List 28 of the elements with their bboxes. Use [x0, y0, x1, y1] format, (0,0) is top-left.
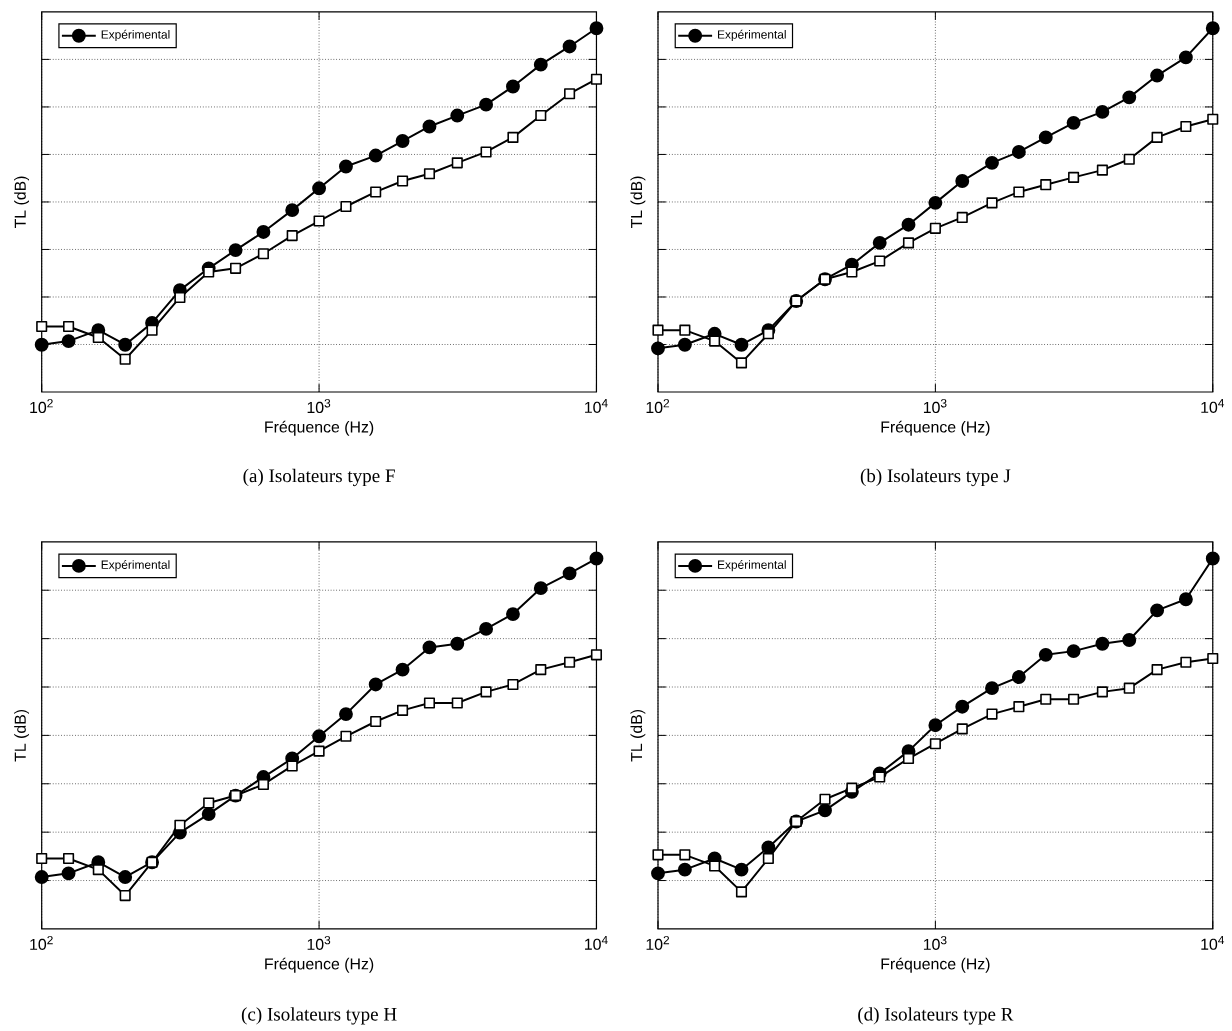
x-tick-label: 10$^{2}$ — [646, 398, 670, 414]
legend-label: Expérimental — [718, 29, 786, 41]
x-tick-label: 10$^{3}$ — [923, 398, 947, 414]
text: (a) Isolateurs type F — [243, 468, 395, 487]
y-axis-title: TL (dB) — [14, 176, 29, 228]
x-tick-label: 10$^{4}$ — [585, 935, 608, 950]
text: (b) Isolateurs type J — [860, 468, 1011, 487]
x-axis-title: Fréquence (Hz) — [265, 957, 374, 973]
x-tick-label: 10$^{3}$ — [307, 398, 331, 414]
x-tick-label: 10$^{4}$ — [585, 398, 608, 413]
x-tick-label: 10$^{3}$ — [307, 935, 331, 950]
x-tick-label: 10$^{4}$ — [1201, 398, 1225, 413]
legend-label: Expérimental — [101, 559, 170, 572]
text: (c) Isolateurs type H — [241, 1007, 397, 1025]
x-tick-label: 10$^{2}$ — [30, 935, 53, 950]
x-tick-label: 10$^{2}$ — [646, 935, 670, 950]
x-tick-label: 10$^{2}$ — [30, 398, 53, 414]
legend-label: Expérimental — [718, 559, 786, 572]
text: (d) Isolateurs type R — [858, 1007, 1014, 1025]
y-axis-title: TL (dB) — [630, 709, 646, 762]
x-axis-title: Fréquence (Hz) — [881, 957, 990, 973]
legend-label: Expérimental — [101, 29, 170, 41]
x-tick-label: 10$^{3}$ — [923, 935, 947, 950]
x-tick-label: 10$^{4}$ — [1201, 935, 1225, 950]
y-axis-title: TL (dB) — [630, 176, 646, 228]
x-axis-title: Fréquence (Hz) — [881, 420, 990, 436]
x-axis-title: Fréquence (Hz) — [265, 420, 374, 436]
y-axis-title: TL (dB) — [14, 709, 29, 762]
